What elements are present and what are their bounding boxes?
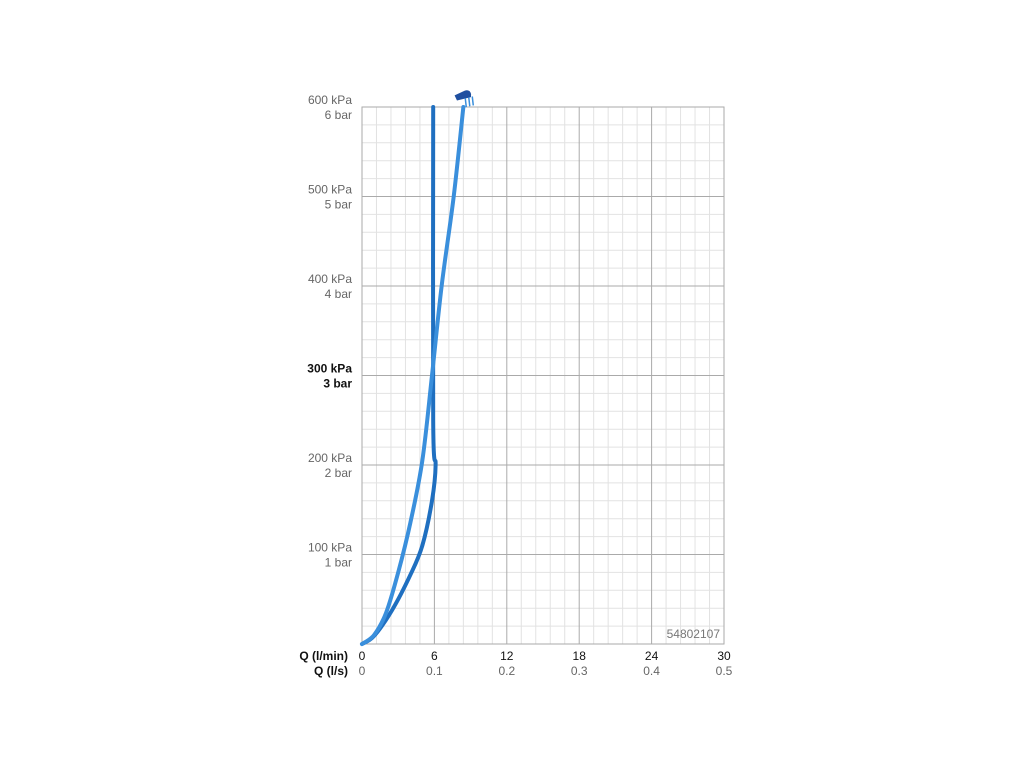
grid [361, 106, 725, 644]
shower-icon [454, 90, 475, 108]
y-bar-tick-label: 6 bar [325, 108, 352, 122]
annotation: 54802107 [667, 627, 721, 641]
x-tick-label: 30 [717, 649, 731, 663]
y-bar-tick-label: 3 bar [323, 377, 352, 391]
x2-tick-label: 0.1 [426, 664, 443, 678]
x2-axis-label: Q (l/s) [314, 664, 348, 678]
y-bar-tick-label: 5 bar [325, 198, 352, 212]
plot-frame [361, 106, 725, 645]
y-tick-label: 500 kPa [308, 183, 352, 197]
curve [360, 105, 466, 646]
y-bar-tick-label: 2 bar [325, 466, 352, 480]
x2-tick-label: 0.5 [716, 664, 733, 678]
x-tick-label: 18 [573, 649, 587, 663]
x-tick-label: 0 [359, 649, 366, 663]
y-tick-label: 600 kPa [308, 93, 352, 107]
x2-tick-label: 0.4 [643, 664, 660, 678]
y-bar-tick-label: 1 bar [325, 556, 352, 570]
y-tick-label: 300 kPa [307, 362, 352, 376]
x-tick-label: 24 [645, 649, 659, 663]
x-tick-label: 12 [500, 649, 514, 663]
x-tick-label: 6 [431, 649, 438, 663]
y-tick-label: 200 kPa [308, 451, 352, 465]
x2-tick-label: 0 [359, 664, 366, 678]
x-axis-label: Q (l/min) [299, 649, 348, 663]
y-bar-tick-label: 4 bar [325, 287, 352, 301]
y-tick-label: 100 kPa [308, 541, 352, 555]
y-tick-label: 400 kPa [308, 272, 352, 286]
x2-tick-label: 0.3 [571, 664, 588, 678]
x2-tick-label: 0.2 [498, 664, 515, 678]
